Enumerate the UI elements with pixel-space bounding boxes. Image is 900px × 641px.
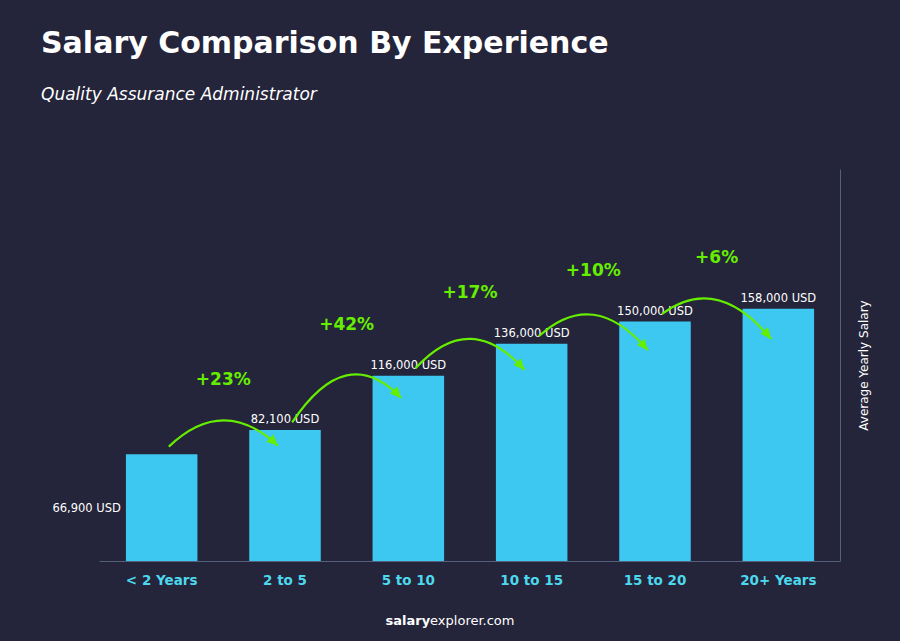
svg-text:Quality Assurance Administrato: Quality Assurance Administrator bbox=[41, 84, 318, 104]
svg-text:5 to 10: 5 to 10 bbox=[382, 572, 435, 588]
svg-text:158,000 USD: 158,000 USD bbox=[740, 291, 816, 305]
svg-text:150,000 USD: 150,000 USD bbox=[617, 304, 693, 318]
svg-text:< 2 Years: < 2 Years bbox=[126, 572, 198, 588]
svg-text:+6%: +6% bbox=[695, 247, 738, 267]
svg-text:+23%: +23% bbox=[196, 369, 251, 389]
svg-text:136,000 USD: 136,000 USD bbox=[494, 326, 570, 340]
svg-text:15 to 20: 15 to 20 bbox=[624, 572, 687, 588]
svg-text:Average Yearly Salary: Average Yearly Salary bbox=[857, 300, 871, 430]
svg-text:66,900 USD: 66,900 USD bbox=[52, 501, 121, 515]
svg-text:10 to 15: 10 to 15 bbox=[500, 572, 563, 588]
svg-text:2 to 5: 2 to 5 bbox=[263, 572, 307, 588]
svg-text:+17%: +17% bbox=[443, 282, 498, 302]
svg-text:explorer.com: explorer.com bbox=[430, 613, 514, 628]
svg-text:Salary Comparison By Experienc: Salary Comparison By Experience bbox=[41, 25, 609, 60]
svg-text:+10%: +10% bbox=[566, 260, 621, 280]
svg-text:+42%: +42% bbox=[319, 314, 374, 334]
svg-text:20+ Years: 20+ Years bbox=[740, 572, 816, 588]
svg-text:116,000 USD: 116,000 USD bbox=[370, 358, 446, 372]
svg-text:salary: salary bbox=[385, 613, 430, 628]
svg-text:82,100 USD: 82,100 USD bbox=[251, 412, 320, 426]
